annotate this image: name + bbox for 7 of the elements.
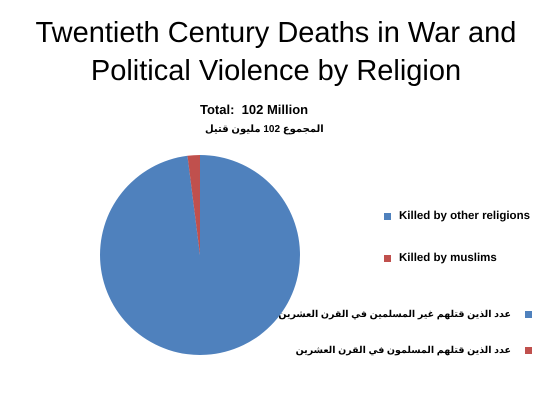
text: المجموع 102 مليون قتيل [205,124,324,135]
legend-label: Killed by other religions [399,210,530,222]
text: عدد الذين قتلهم غير المسلمين في القرن العشرين [278,308,511,320]
chart-title: Twentieth Century Deaths in War and Political Violence by Religion [34,16,518,89]
legend-label: Killed by muslims [399,252,497,264]
chart-subtitle: Total: 102 Million [200,102,308,117]
text: عدد الذين قتلهم المسلمون في القرن العشرين [296,344,511,356]
